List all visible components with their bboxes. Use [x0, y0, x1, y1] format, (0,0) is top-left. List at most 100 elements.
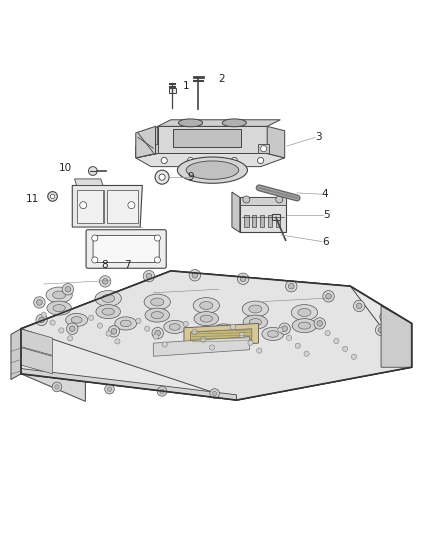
Ellipse shape — [200, 315, 212, 322]
Circle shape — [400, 353, 406, 359]
Circle shape — [155, 170, 169, 184]
Ellipse shape — [95, 290, 121, 306]
Text: 3: 3 — [315, 132, 322, 142]
Circle shape — [67, 323, 78, 334]
Polygon shape — [21, 348, 53, 374]
Circle shape — [67, 336, 73, 341]
Circle shape — [34, 297, 45, 308]
Circle shape — [55, 385, 59, 389]
Circle shape — [286, 335, 292, 341]
Polygon shape — [267, 126, 285, 158]
FancyBboxPatch shape — [86, 230, 166, 268]
Ellipse shape — [145, 308, 170, 322]
Circle shape — [152, 327, 163, 339]
Polygon shape — [153, 336, 250, 356]
Circle shape — [231, 157, 237, 164]
Circle shape — [50, 194, 55, 199]
Text: 5: 5 — [323, 210, 330, 220]
Ellipse shape — [200, 302, 213, 310]
Circle shape — [136, 318, 141, 324]
Text: 10: 10 — [59, 163, 72, 173]
Circle shape — [39, 317, 45, 323]
Circle shape — [153, 334, 159, 339]
Bar — [268, 215, 272, 227]
Circle shape — [196, 329, 207, 340]
Ellipse shape — [102, 295, 115, 302]
Circle shape — [201, 337, 206, 342]
Ellipse shape — [242, 301, 268, 317]
Polygon shape — [191, 329, 252, 343]
Circle shape — [108, 326, 120, 337]
Circle shape — [52, 382, 62, 392]
Circle shape — [237, 273, 249, 285]
Circle shape — [88, 167, 97, 175]
Polygon shape — [381, 306, 412, 367]
Ellipse shape — [249, 305, 262, 313]
Circle shape — [111, 328, 117, 334]
Ellipse shape — [144, 294, 170, 310]
Circle shape — [343, 346, 348, 351]
Circle shape — [102, 279, 108, 284]
Circle shape — [36, 314, 47, 326]
Polygon shape — [136, 126, 155, 158]
Text: 4: 4 — [322, 189, 328, 199]
Polygon shape — [21, 329, 53, 356]
Ellipse shape — [249, 319, 261, 326]
Circle shape — [209, 345, 215, 350]
Ellipse shape — [169, 324, 180, 330]
Circle shape — [239, 332, 244, 337]
Circle shape — [159, 174, 165, 180]
Ellipse shape — [194, 312, 219, 326]
Circle shape — [107, 387, 112, 391]
Circle shape — [161, 157, 167, 164]
Bar — [258, 144, 269, 154]
Ellipse shape — [96, 304, 120, 319]
Circle shape — [115, 339, 120, 344]
Polygon shape — [158, 120, 280, 126]
Circle shape — [389, 337, 400, 349]
Ellipse shape — [223, 119, 246, 127]
Ellipse shape — [53, 304, 65, 312]
Circle shape — [92, 235, 98, 241]
Ellipse shape — [243, 315, 268, 329]
Bar — [252, 215, 257, 227]
Circle shape — [143, 270, 155, 282]
Ellipse shape — [262, 327, 284, 341]
Ellipse shape — [218, 327, 230, 334]
Circle shape — [48, 191, 57, 201]
Circle shape — [314, 318, 325, 329]
Polygon shape — [136, 126, 158, 158]
Circle shape — [392, 340, 397, 346]
Polygon shape — [74, 179, 103, 185]
Circle shape — [210, 389, 219, 398]
Ellipse shape — [213, 324, 235, 337]
Bar — [240, 197, 286, 205]
Circle shape — [189, 270, 201, 281]
Circle shape — [65, 286, 71, 292]
Circle shape — [323, 290, 334, 302]
Polygon shape — [21, 368, 237, 400]
Circle shape — [88, 315, 94, 320]
Circle shape — [326, 294, 331, 299]
Polygon shape — [72, 185, 142, 227]
Bar — [240, 197, 286, 232]
Circle shape — [59, 328, 64, 333]
Bar — [260, 215, 265, 227]
Circle shape — [243, 196, 250, 203]
Text: 1: 1 — [183, 81, 190, 91]
Ellipse shape — [102, 308, 114, 315]
Polygon shape — [77, 190, 103, 223]
Circle shape — [282, 326, 287, 332]
Circle shape — [351, 354, 357, 359]
Circle shape — [257, 348, 262, 353]
Circle shape — [154, 235, 160, 241]
Circle shape — [50, 320, 55, 325]
Circle shape — [317, 320, 322, 326]
Ellipse shape — [115, 317, 137, 330]
Circle shape — [261, 146, 267, 152]
Circle shape — [243, 329, 248, 335]
Text: 11: 11 — [26, 193, 39, 204]
Circle shape — [36, 300, 42, 305]
Ellipse shape — [193, 297, 219, 313]
Ellipse shape — [66, 313, 88, 327]
